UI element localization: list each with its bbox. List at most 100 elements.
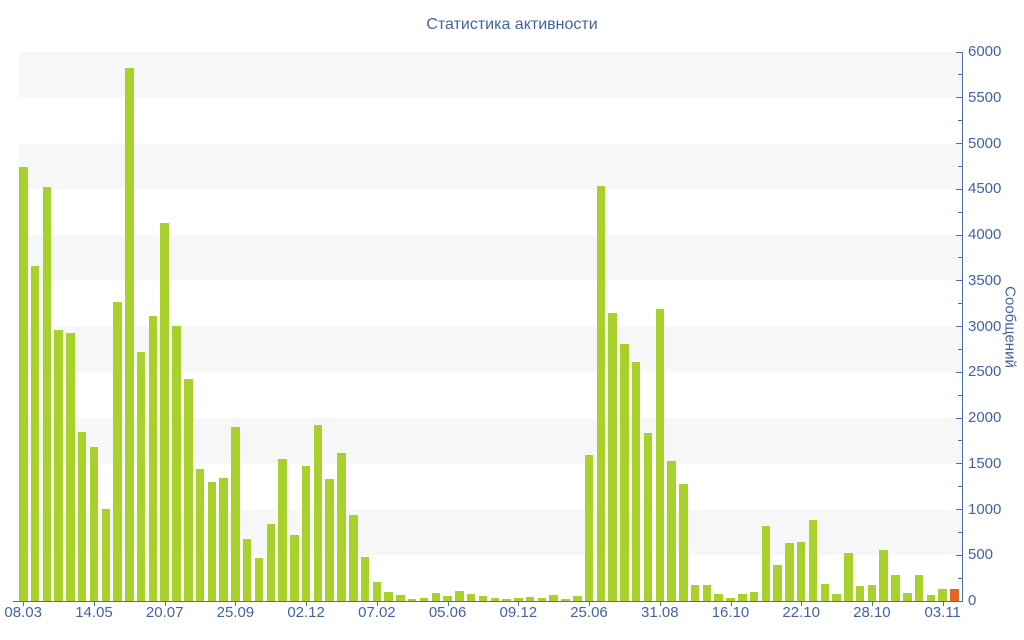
x-tick — [659, 602, 661, 606]
y-tick-label: 3000 — [968, 317, 1002, 335]
bar — [396, 594, 405, 601]
y-minor-tick — [958, 211, 963, 213]
x-tick-label: 22.10 — [782, 604, 820, 621]
bar — [54, 330, 63, 601]
bar — [549, 595, 558, 601]
bar — [914, 574, 924, 601]
bar — [113, 301, 122, 601]
bar — [125, 67, 134, 601]
bar — [490, 597, 499, 601]
x-tick-label: 08.03 — [4, 604, 42, 621]
bar — [360, 557, 370, 601]
bar — [419, 597, 429, 601]
bar — [726, 597, 735, 601]
x-tick — [164, 602, 166, 606]
y-major-tick — [956, 463, 963, 465]
bar — [832, 594, 841, 601]
bar — [89, 447, 99, 601]
y-tick-label: 1000 — [968, 500, 1002, 518]
plot-area — [19, 52, 963, 602]
bar — [561, 598, 570, 601]
bar — [148, 316, 158, 601]
y-tick-label: 3500 — [968, 271, 1002, 289]
bar — [867, 585, 877, 601]
bar — [938, 589, 947, 601]
bar — [384, 591, 393, 601]
bar — [926, 595, 936, 601]
bar — [266, 524, 276, 601]
y-major-tick — [956, 417, 963, 419]
bar — [608, 312, 617, 601]
bar — [101, 508, 110, 601]
x-tick — [942, 602, 944, 606]
bar — [325, 479, 334, 601]
y-tick-label: 4000 — [968, 226, 1002, 243]
bar — [808, 519, 818, 601]
x-tick — [94, 602, 95, 606]
y-minor-tick — [958, 531, 963, 533]
y-major-tick — [956, 280, 963, 282]
x-tick — [518, 602, 520, 606]
bar — [573, 596, 582, 601]
x-tick — [306, 602, 308, 606]
y-tick-label: 1500 — [968, 454, 1002, 472]
bar — [278, 459, 287, 601]
y-major-tick — [956, 188, 963, 190]
y-major-tick — [956, 326, 963, 327]
x-tick-label: 05.06 — [428, 604, 467, 621]
bar — [254, 558, 264, 601]
bar — [761, 525, 771, 601]
bar — [478, 596, 488, 601]
bar — [655, 309, 665, 601]
x-tick-label: 09.12 — [499, 604, 538, 621]
bar — [502, 599, 511, 601]
bar — [773, 564, 782, 601]
y-major-tick — [956, 143, 963, 144]
x-tick-label: 28.10 — [853, 604, 891, 621]
bar — [667, 461, 676, 601]
x-tick — [23, 602, 25, 606]
y-major-tick — [956, 51, 963, 53]
bar — [77, 431, 87, 601]
x-tick — [235, 602, 237, 606]
bar — [219, 477, 228, 601]
bar — [620, 343, 629, 601]
y-tick-label: 6000 — [968, 43, 1002, 60]
bar — [372, 581, 382, 601]
bar — [738, 594, 747, 601]
bar — [231, 427, 240, 601]
bar — [584, 454, 594, 601]
bar — [19, 167, 28, 601]
x-tick — [589, 602, 590, 606]
bar — [796, 541, 806, 601]
y-minor-tick — [958, 394, 963, 396]
y-tick-label: 500 — [968, 546, 994, 564]
bar — [785, 543, 794, 601]
bar — [855, 585, 865, 601]
y-major-tick — [956, 554, 963, 556]
x-axis-line-stub — [13, 601, 19, 602]
bar — [136, 352, 146, 601]
bar — [749, 591, 759, 601]
bar — [631, 362, 641, 601]
bar — [690, 585, 700, 601]
bar — [242, 538, 252, 601]
y-minor-tick — [958, 577, 963, 579]
y-minor-tick — [958, 303, 963, 305]
y-major-tick — [956, 509, 963, 510]
y-tick-label: 5500 — [968, 88, 1002, 106]
y-tick-label: 4500 — [968, 180, 1002, 198]
bar — [950, 589, 959, 601]
x-tick-label: 20.07 — [145, 604, 184, 621]
bar — [290, 535, 299, 601]
x-tick-label: 25.06 — [570, 604, 608, 621]
y-minor-tick — [958, 348, 963, 350]
x-tick-label: 31.08 — [641, 604, 679, 621]
bar — [702, 585, 712, 601]
bar — [879, 549, 888, 601]
y-major-tick — [956, 600, 963, 602]
y-minor-tick — [958, 120, 963, 122]
x-tick — [730, 602, 732, 606]
bar — [643, 432, 653, 601]
bar — [891, 574, 900, 601]
